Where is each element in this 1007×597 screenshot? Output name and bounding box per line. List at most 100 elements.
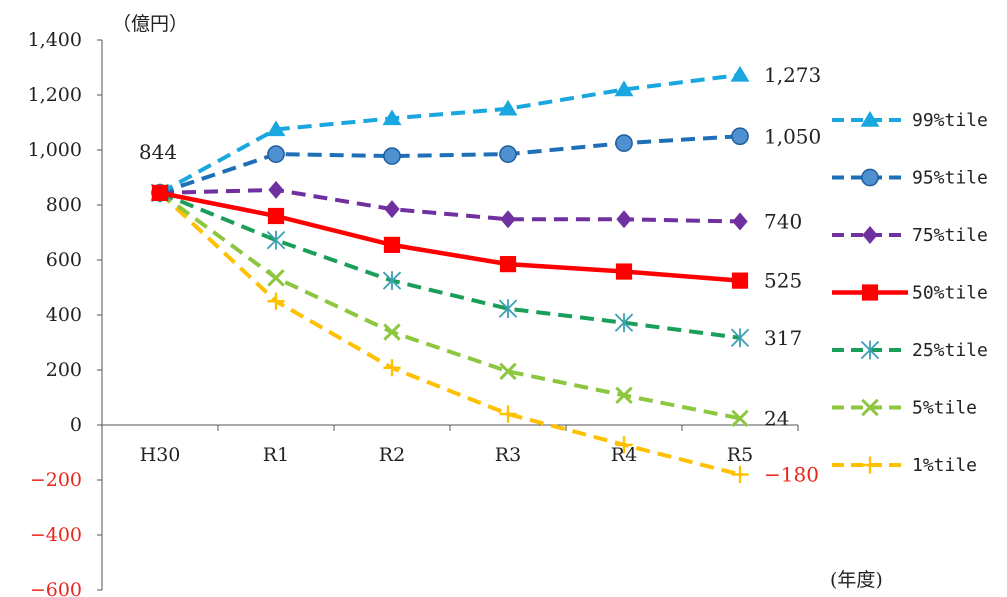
legend-marker-25pct [860, 340, 880, 360]
y-tick-label: 800 [46, 194, 82, 216]
legend-label-95pct: 95%tile [912, 168, 988, 189]
series-line-75pct [159, 187, 741, 224]
legend-label-5pct: 5%tile [912, 398, 977, 419]
data-labels: 844 1,273 1,050 740 525 317 24 −180 [139, 63, 821, 487]
series-line-95pct [159, 134, 741, 195]
series-line-50pct [159, 190, 741, 283]
y-tick-label: 1,200 [28, 84, 82, 106]
data-point-25pct [382, 271, 402, 291]
legend-item-75pct: 75%tile [832, 225, 988, 246]
legend-marker-5pct [861, 398, 879, 417]
data-point-5pct [615, 386, 633, 405]
data-point-75pct [384, 200, 400, 219]
legend-label-25pct: 25%tile [912, 340, 988, 361]
end-value-label-1pct: −180 [764, 463, 819, 487]
data-point-99pct [266, 120, 286, 137]
y-tick-label: −400 [30, 524, 82, 546]
data-point-50pct [499, 256, 517, 273]
series-line-1pct [158, 191, 741, 477]
data-point-95pct [731, 127, 749, 146]
data-point-95pct [267, 145, 285, 163]
data-point-95pct [383, 147, 401, 165]
end-value-label-75pct: 740 [764, 210, 802, 234]
series-1pct [151, 184, 749, 484]
y-tick-label: 1,000 [28, 139, 82, 161]
start-value-label: 844 [139, 140, 177, 164]
data-point-99pct [498, 99, 518, 116]
y-unit-label: （億円） [112, 13, 188, 35]
legend-label-75pct: 75%tile [912, 225, 988, 246]
series-lines [150, 65, 750, 484]
data-point-5pct [383, 323, 401, 341]
series-75pct [152, 180, 748, 231]
legend-item-50pct: 50%tile [832, 283, 988, 304]
x-tick-label: R2 [379, 444, 405, 466]
x-tick-label: R5 [727, 444, 753, 466]
data-point-1pct [267, 292, 285, 310]
data-point-99pct [382, 109, 402, 126]
x-unit-label: (年度) [830, 569, 883, 591]
end-value-label-95pct: 1,050 [764, 124, 821, 148]
y-tick-label: 0 [70, 414, 82, 436]
legend-marker-95pct [861, 168, 879, 187]
legend-marker-50pct [861, 284, 879, 301]
legend-label-1pct: 1%tile [912, 455, 977, 476]
y-tick-label: −600 [30, 579, 82, 597]
series-line-5pct [158, 191, 741, 421]
data-point-95pct [499, 145, 517, 163]
data-point-25pct [614, 313, 634, 333]
legend-item-25pct: 25%tile [832, 340, 988, 361]
x-tick-label: R1 [263, 444, 289, 466]
data-point-99pct [614, 80, 634, 97]
legend: 99%tile 95%tile 75%tile 50%tile 25%tile 5%til… [832, 110, 988, 476]
data-point-1pct [383, 359, 401, 377]
legend-item-95pct: 95%tile [832, 168, 988, 189]
end-value-label-99pct: 1,273 [764, 63, 821, 87]
data-point-75pct [732, 212, 748, 231]
legend-label-50pct: 50%tile [912, 283, 988, 304]
data-point-25pct [266, 230, 286, 250]
x-tick-label: R3 [495, 444, 521, 466]
series-5pct [151, 184, 749, 428]
data-point-5pct [499, 362, 517, 381]
data-point-1pct [615, 436, 633, 454]
data-point-75pct [268, 180, 284, 199]
y-tick-label: 400 [46, 304, 82, 326]
data-point-50pct [615, 263, 633, 280]
legend-item-1pct: 1%tile [832, 455, 977, 476]
data-point-95pct [615, 134, 633, 152]
end-value-label-25pct: 317 [764, 326, 802, 350]
data-point-50pct [151, 184, 169, 201]
data-point-1pct [731, 465, 749, 484]
data-point-99pct [730, 65, 750, 82]
y-tick-label: 1,400 [28, 29, 82, 51]
y-tick-label: 200 [46, 359, 82, 381]
data-point-5pct [731, 409, 749, 428]
x-tick-label: R4 [611, 444, 637, 466]
series-99pct [150, 65, 750, 200]
x-tick-label: H30 [140, 444, 181, 466]
axes: 1,400 1,200 1,000 800 600 400 200 0 −200 −400 −600… [28, 29, 799, 597]
y-tick-label: 600 [46, 249, 82, 271]
series-95pct [151, 127, 749, 202]
y-tick-label: −200 [30, 469, 82, 491]
data-point-50pct [267, 207, 285, 225]
data-point-5pct [267, 269, 285, 287]
legend-marker-75pct [862, 226, 878, 244]
data-point-50pct [731, 272, 749, 289]
series-line-99pct [159, 72, 741, 195]
legend-marker-99pct [860, 111, 880, 127]
legend-label-99pct: 99%tile [912, 110, 988, 131]
end-value-label-5pct: 24 [764, 406, 789, 430]
data-point-25pct [498, 299, 518, 319]
legend-item-99pct: 99%tile [832, 110, 988, 131]
data-point-50pct [383, 236, 401, 253]
data-point-75pct [616, 210, 632, 229]
series-50pct [151, 184, 749, 289]
legend-marker-1pct [861, 456, 879, 474]
end-value-label-50pct: 525 [764, 269, 802, 293]
data-point-1pct [499, 405, 517, 423]
data-point-25pct [730, 328, 750, 348]
data-point-75pct [500, 210, 516, 229]
